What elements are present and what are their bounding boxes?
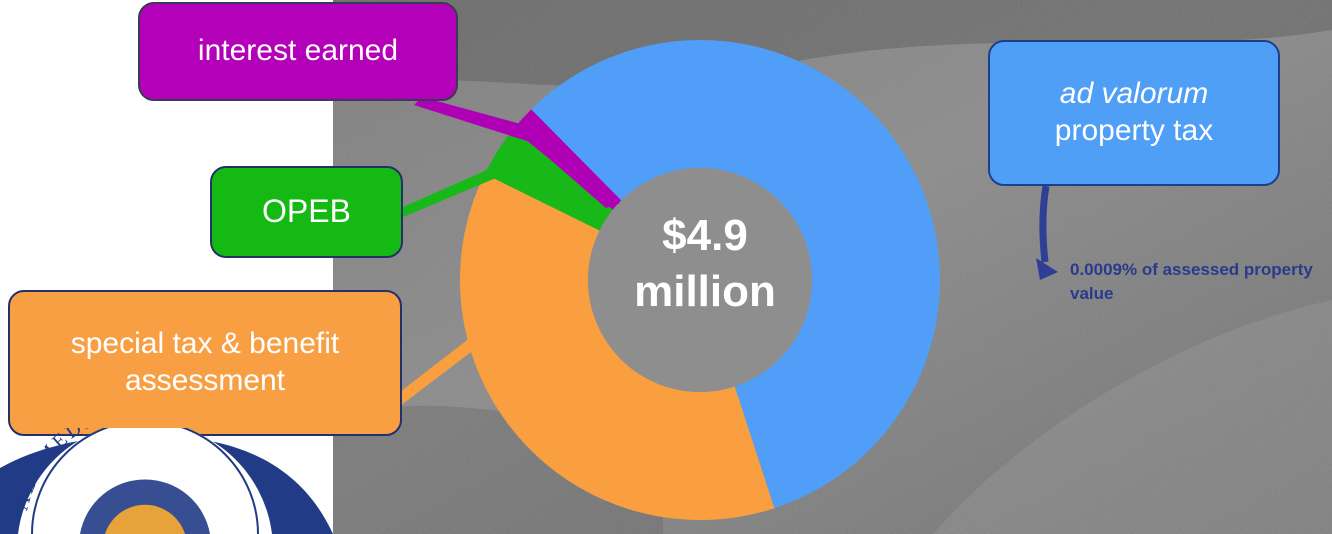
callout-adval-rest: property tax bbox=[1054, 114, 1214, 147]
leader-interest bbox=[414, 97, 620, 208]
callout-special-label: special tax & benefit assessment bbox=[70, 327, 340, 397]
county-seal-logo: ALAMEDA COUNTY bbox=[0, 428, 333, 534]
callout-special-tax: special tax & benefit assessment bbox=[8, 290, 402, 436]
callout-opeb: OPEB bbox=[210, 166, 403, 258]
center-total-label: $4.9 million bbox=[605, 208, 805, 321]
center-unit: million bbox=[634, 267, 776, 317]
note-arrow bbox=[1039, 185, 1050, 263]
callout-adval-italic: ad valorum bbox=[1059, 77, 1209, 111]
assessment-rate-note: 0.0009% of assessed property value bbox=[1070, 260, 1313, 303]
callout-interest-earned: interest earned bbox=[138, 2, 458, 101]
callout-interest-label: interest earned bbox=[197, 34, 399, 68]
donut-slice-0 bbox=[531, 40, 940, 509]
leader-special bbox=[400, 320, 500, 406]
donut-slice-2 bbox=[484, 129, 613, 231]
center-amount: $4.9 bbox=[662, 211, 748, 260]
callout-opeb-label: OPEB bbox=[262, 193, 351, 230]
leader-opeb bbox=[403, 140, 517, 217]
donut-slice-1 bbox=[460, 173, 775, 521]
note-arrowhead bbox=[1036, 258, 1058, 280]
callout-ad-valorum: ad valorum property tax bbox=[988, 40, 1280, 186]
donut-hole bbox=[588, 168, 812, 392]
